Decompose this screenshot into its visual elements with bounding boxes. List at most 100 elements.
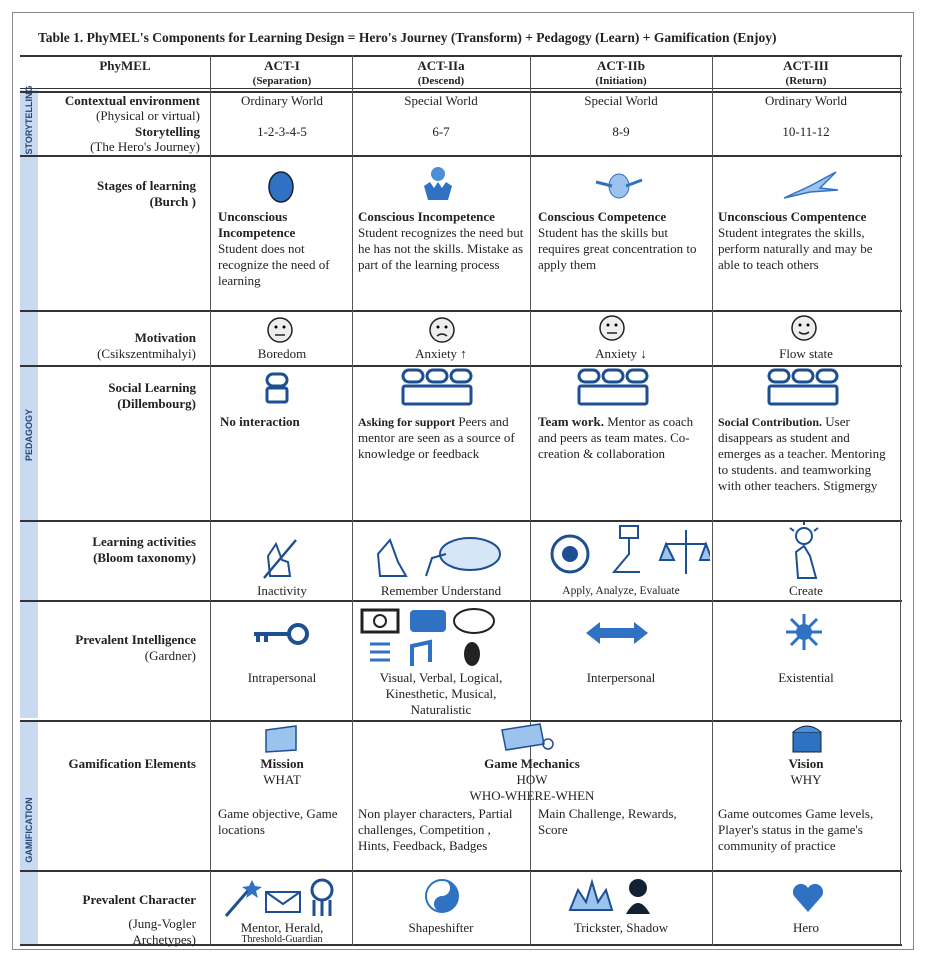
row-label-group: Prevalent Intelligence (Gardner) xyxy=(60,632,196,664)
description: Peers and mentor are seen as a source of… xyxy=(358,414,515,461)
intelligence-icons xyxy=(360,608,495,666)
title: Table 1. PhyMEL's Components for Learnin… xyxy=(38,30,777,45)
cell: Remember Understand xyxy=(380,583,502,598)
cell: Flow state xyxy=(779,346,833,361)
head-text: WHAT xyxy=(263,772,301,787)
group-icon xyxy=(577,368,649,406)
rule xyxy=(20,88,902,89)
person-icon xyxy=(265,372,289,404)
column-rule xyxy=(900,55,901,945)
section-label: STORYTELLING xyxy=(24,85,34,155)
term: Asking for support xyxy=(358,415,456,429)
term: Team work. xyxy=(538,414,604,429)
description: Student integrates the skills, perform n… xyxy=(718,225,873,272)
rule xyxy=(20,600,902,602)
face-icon xyxy=(429,317,455,343)
frame xyxy=(12,12,914,950)
row-source: (Csikszentmihalyi) xyxy=(97,346,196,361)
cell: Shapeshifter xyxy=(408,920,474,935)
bulb-icon xyxy=(789,522,819,579)
head-text: WHO-WHERE-WHEN xyxy=(469,788,595,803)
rule xyxy=(20,91,902,93)
term: No interaction xyxy=(220,414,300,429)
row-label: Learning activities xyxy=(92,534,196,549)
act-phase: (Return) xyxy=(785,75,827,87)
section-label: GAMIFICATION xyxy=(24,797,34,863)
term: Unconscious Incompetence xyxy=(218,209,296,240)
head-text: WHY xyxy=(790,772,822,787)
row-label: Social Learning xyxy=(108,380,196,395)
row-label: Motivation xyxy=(134,330,196,345)
description: User disappears as student and emerges a… xyxy=(718,414,886,493)
cell: Hero xyxy=(793,920,819,935)
section-band xyxy=(20,90,38,155)
cell: Visual, Verbal, Logical, Kinesthetic, Mu… xyxy=(379,670,503,717)
cell: Boredom xyxy=(257,346,307,361)
row-label: Prevalent Intelligence xyxy=(75,632,196,647)
cell: Main Challenge, Rewards, Score xyxy=(538,806,677,837)
column-rule xyxy=(712,55,713,945)
cell: Interpersonal xyxy=(586,670,656,685)
cell: Conscious Incompetence Student recognize… xyxy=(358,209,526,273)
cell: Game outcomes Game levels, Player's stat… xyxy=(718,806,874,853)
cell: Inactivity xyxy=(257,583,307,598)
row-label: Contextual environment xyxy=(64,93,200,108)
rule xyxy=(20,944,902,946)
act-phase: (Descend) xyxy=(417,75,465,87)
bird-icon xyxy=(783,171,839,199)
head-term: Vision xyxy=(788,756,824,771)
row-source: (Physical or virtual) xyxy=(96,108,200,123)
map-icon xyxy=(265,725,297,753)
row-label: Stages of learning xyxy=(97,178,196,193)
term: Conscious Incompetence xyxy=(358,209,495,224)
header-label: PhyMEL xyxy=(99,58,151,73)
cell: Create xyxy=(789,583,823,598)
row-source: (Burch ) xyxy=(149,194,196,209)
face-icon xyxy=(599,315,625,341)
description: Student does not recognize the need of l… xyxy=(218,241,330,288)
face-icon xyxy=(791,315,817,341)
term: Unconscious Compentence xyxy=(718,209,867,224)
cell: Apply, Analyze, Evaluate xyxy=(562,585,680,597)
arrow-icon xyxy=(586,622,648,644)
row-label: Prevalent Character xyxy=(82,892,196,907)
hand-icon xyxy=(263,539,297,579)
group-icon xyxy=(401,368,473,406)
rule xyxy=(20,55,902,57)
chick-icon xyxy=(595,173,643,199)
cell: 1-2-3-4-5 xyxy=(257,124,307,139)
face-icon xyxy=(267,317,293,343)
rule xyxy=(20,155,902,157)
cell: Conscious Competence Student has the ski… xyxy=(538,209,706,273)
hatching-icon xyxy=(424,167,452,200)
description: Student has the skills but requires grea… xyxy=(538,225,697,272)
cell: Mentor, Herald, xyxy=(240,920,324,935)
cell: Anxiety ↓ xyxy=(595,346,647,361)
cell: Non player characters, Partial challenge… xyxy=(358,806,513,853)
key-icon xyxy=(254,623,309,645)
act-name: ACT-IIb xyxy=(597,58,645,73)
cell: Unconscious Compentence Student integrat… xyxy=(718,209,896,273)
act-name: ACT-IIa xyxy=(417,58,465,73)
cell: Social Contribution. User disappears as … xyxy=(718,414,896,494)
row-source: (Dillembourg) xyxy=(117,396,196,411)
cell: Threshold-Guardian xyxy=(241,934,323,945)
cell: Intrapersonal xyxy=(247,670,317,685)
yin-yang-icon xyxy=(425,879,459,913)
row-source: (The Hero's Journey) xyxy=(90,139,200,154)
chest-icon xyxy=(792,725,822,753)
row-source: (Gardner) xyxy=(144,648,196,663)
cell: Anxiety ↑ xyxy=(415,346,467,361)
term: Social Contribution. xyxy=(718,415,823,429)
cell: 6-7 xyxy=(432,124,450,139)
head-term: Game Mechanics xyxy=(484,756,580,771)
description: Student recognizes the need but he has n… xyxy=(358,225,524,272)
act-name: ACT-III xyxy=(783,58,829,73)
row-source: (Bloom taxonomy) xyxy=(93,550,196,565)
section-band xyxy=(20,157,38,718)
egg-icon xyxy=(268,171,294,203)
row-source: (Jung-Vogler Archetypes) xyxy=(128,916,196,947)
rule xyxy=(20,870,902,872)
term: Conscious Competence xyxy=(538,209,667,224)
